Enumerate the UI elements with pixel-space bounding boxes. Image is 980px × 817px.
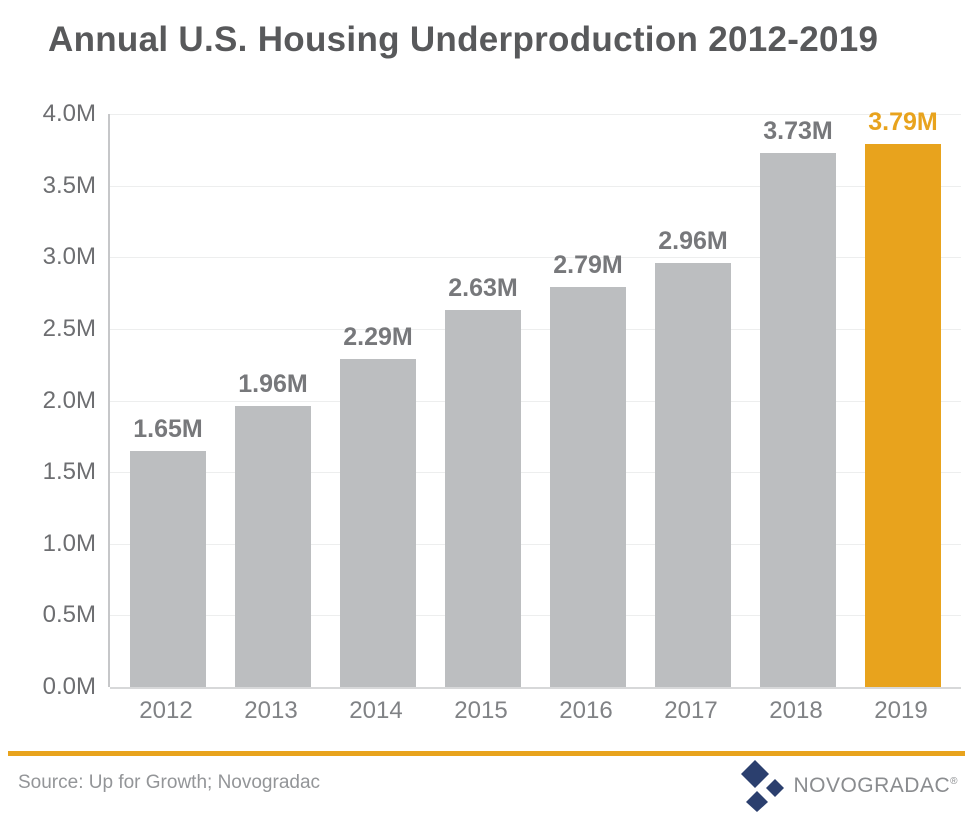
bar-column-2019: 3.79M: [865, 108, 941, 687]
gridline: [110, 687, 961, 689]
y-tick-label: 2.0M: [42, 387, 96, 414]
x-tick-label: 2013: [244, 697, 298, 724]
y-tick-label: 3.0M: [42, 243, 96, 270]
gridline: [110, 401, 961, 402]
x-axis-labels: 2012 2013 2014 2015 2016 2017 2018 2019: [108, 697, 959, 725]
x-tick-label: 2012: [139, 697, 193, 724]
bars-container: 1.65M 1.96M 2.29M 2.63M 2.79M 2.96M 3.73M 3.79M: [110, 108, 961, 687]
gridline: [110, 329, 961, 330]
bar-value-label: 2.79M: [553, 251, 623, 279]
gridline: [110, 114, 961, 115]
y-tick-label: 0.5M: [42, 601, 96, 628]
gridline: [110, 615, 961, 616]
gridline: [110, 257, 961, 258]
gridline: [110, 186, 961, 187]
x-tick-label: 2014: [349, 697, 403, 724]
bar: [760, 153, 836, 687]
bar: [340, 359, 416, 687]
bar-column-2017: 2.96M: [655, 227, 731, 687]
x-tick-label: 2016: [559, 697, 613, 724]
bar: [865, 144, 941, 687]
bar: [655, 263, 731, 687]
bar: [130, 451, 206, 687]
registered-trademark-icon: ®: [950, 776, 958, 787]
brand-name: NOVOGRADAC®: [793, 774, 958, 797]
brand-logo: NOVOGRADAC®: [738, 760, 958, 812]
gridline: [110, 544, 961, 545]
bar-column-2012: 1.65M: [130, 415, 206, 687]
bar-value-label: 2.29M: [343, 323, 413, 351]
bar-column-2018: 3.73M: [760, 117, 836, 687]
source-attribution: Source: Up for Growth; Novogradac: [18, 772, 321, 793]
y-tick-label: 1.0M: [42, 530, 96, 557]
gridline: [110, 472, 961, 473]
bar-value-label: 1.65M: [133, 415, 203, 443]
y-tick-label: 3.5M: [42, 172, 96, 199]
y-tick-label: 4.0M: [42, 100, 96, 127]
x-tick-label: 2017: [664, 697, 718, 724]
footer-divider: [8, 751, 965, 756]
y-tick-label: 1.5M: [42, 458, 96, 485]
bar-value-label: 2.63M: [448, 274, 518, 302]
bar-value-label: 3.73M: [763, 117, 833, 145]
bar-column-2016: 2.79M: [550, 251, 626, 687]
bar-column-2015: 2.63M: [445, 274, 521, 687]
bar-column-2014: 2.29M: [340, 323, 416, 687]
bar-column-2013: 1.96M: [235, 370, 311, 687]
x-tick-label: 2019: [874, 697, 928, 724]
y-tick-label: 2.5M: [42, 315, 96, 342]
bar-value-label: 1.96M: [238, 370, 308, 398]
novogradac-diamonds-icon: [741, 760, 785, 812]
bar: [235, 406, 311, 687]
x-tick-label: 2018: [769, 697, 823, 724]
bar-value-label: 2.96M: [658, 227, 728, 255]
x-tick-label: 2015: [454, 697, 508, 724]
bar: [445, 310, 521, 687]
bar-value-label: 3.79M: [868, 108, 938, 136]
bar: [550, 287, 626, 687]
y-tick-label: 0.0M: [42, 673, 96, 700]
plot-area: 1.65M 1.96M 2.29M 2.63M 2.79M 2.96M 3.73M 3.79M: [108, 108, 961, 689]
page-title: Annual U.S. Housing Underproduction 2012…: [48, 20, 879, 59]
